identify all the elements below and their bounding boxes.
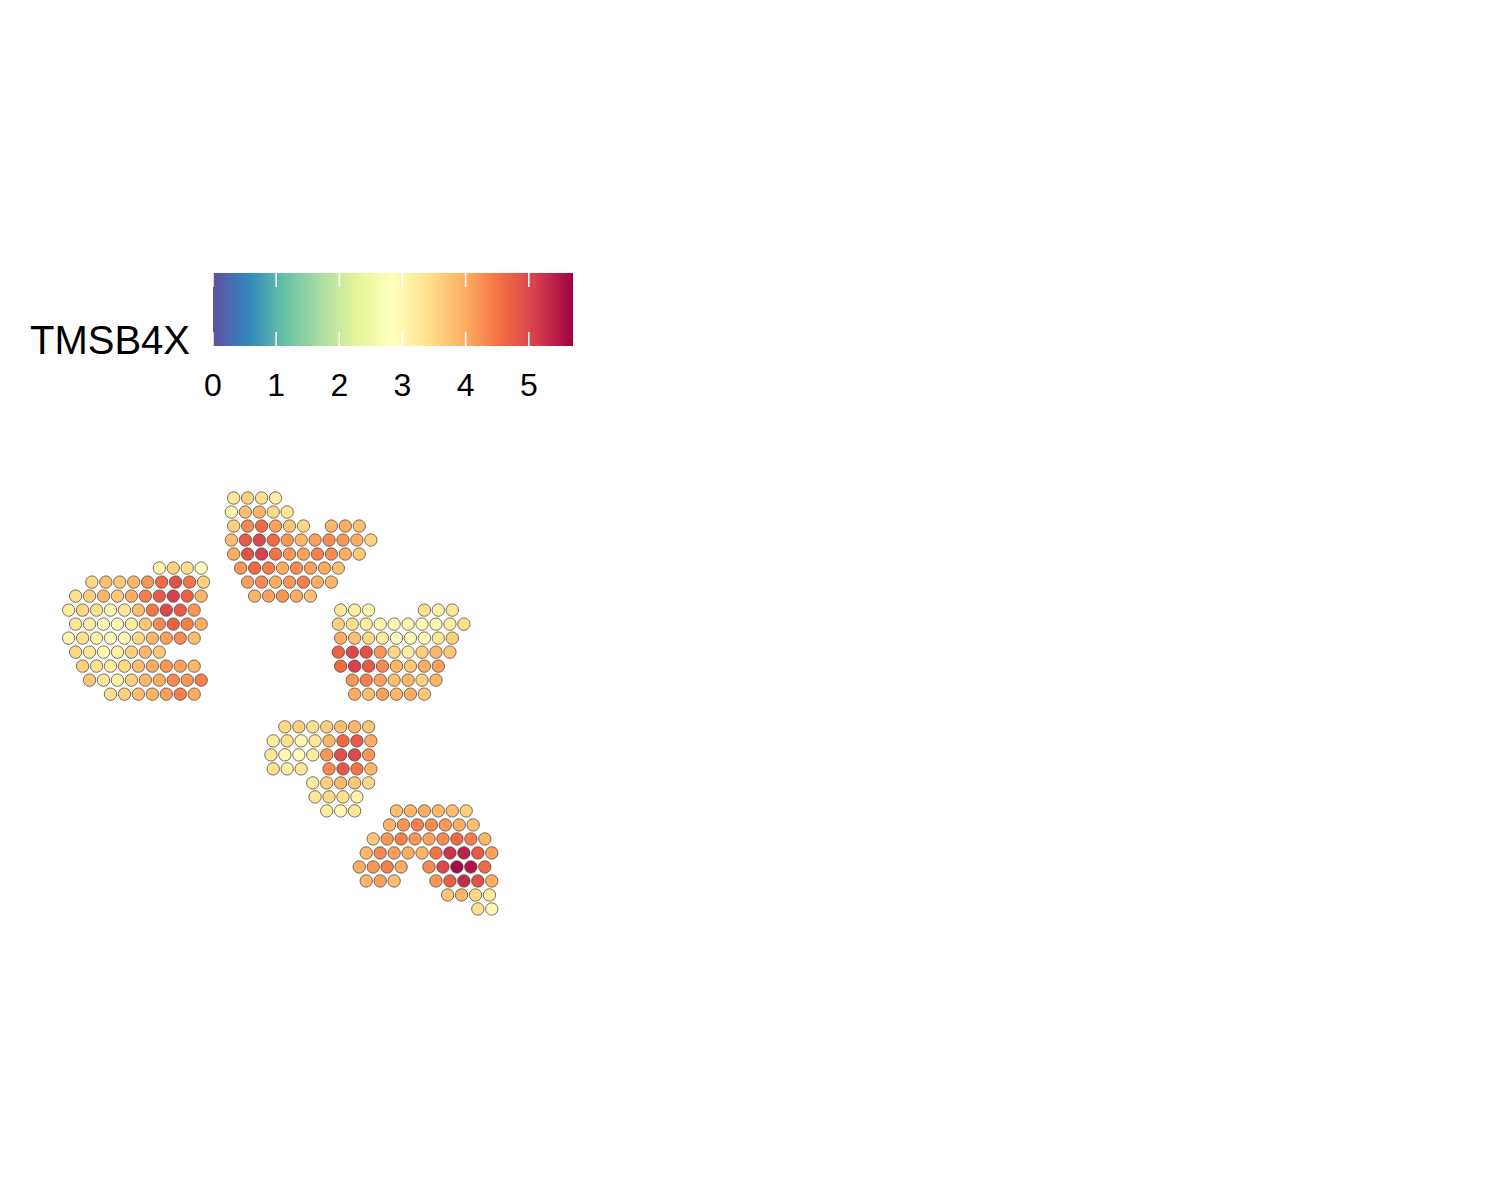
svg-text:2: 2 xyxy=(330,367,348,403)
svg-text:4: 4 xyxy=(457,367,475,403)
svg-text:TMSB4X: TMSB4X xyxy=(30,318,190,362)
svg-text:5: 5 xyxy=(520,367,538,403)
svg-text:1: 1 xyxy=(267,367,285,403)
svg-text:0: 0 xyxy=(204,367,222,403)
svg-text:3: 3 xyxy=(394,367,412,403)
